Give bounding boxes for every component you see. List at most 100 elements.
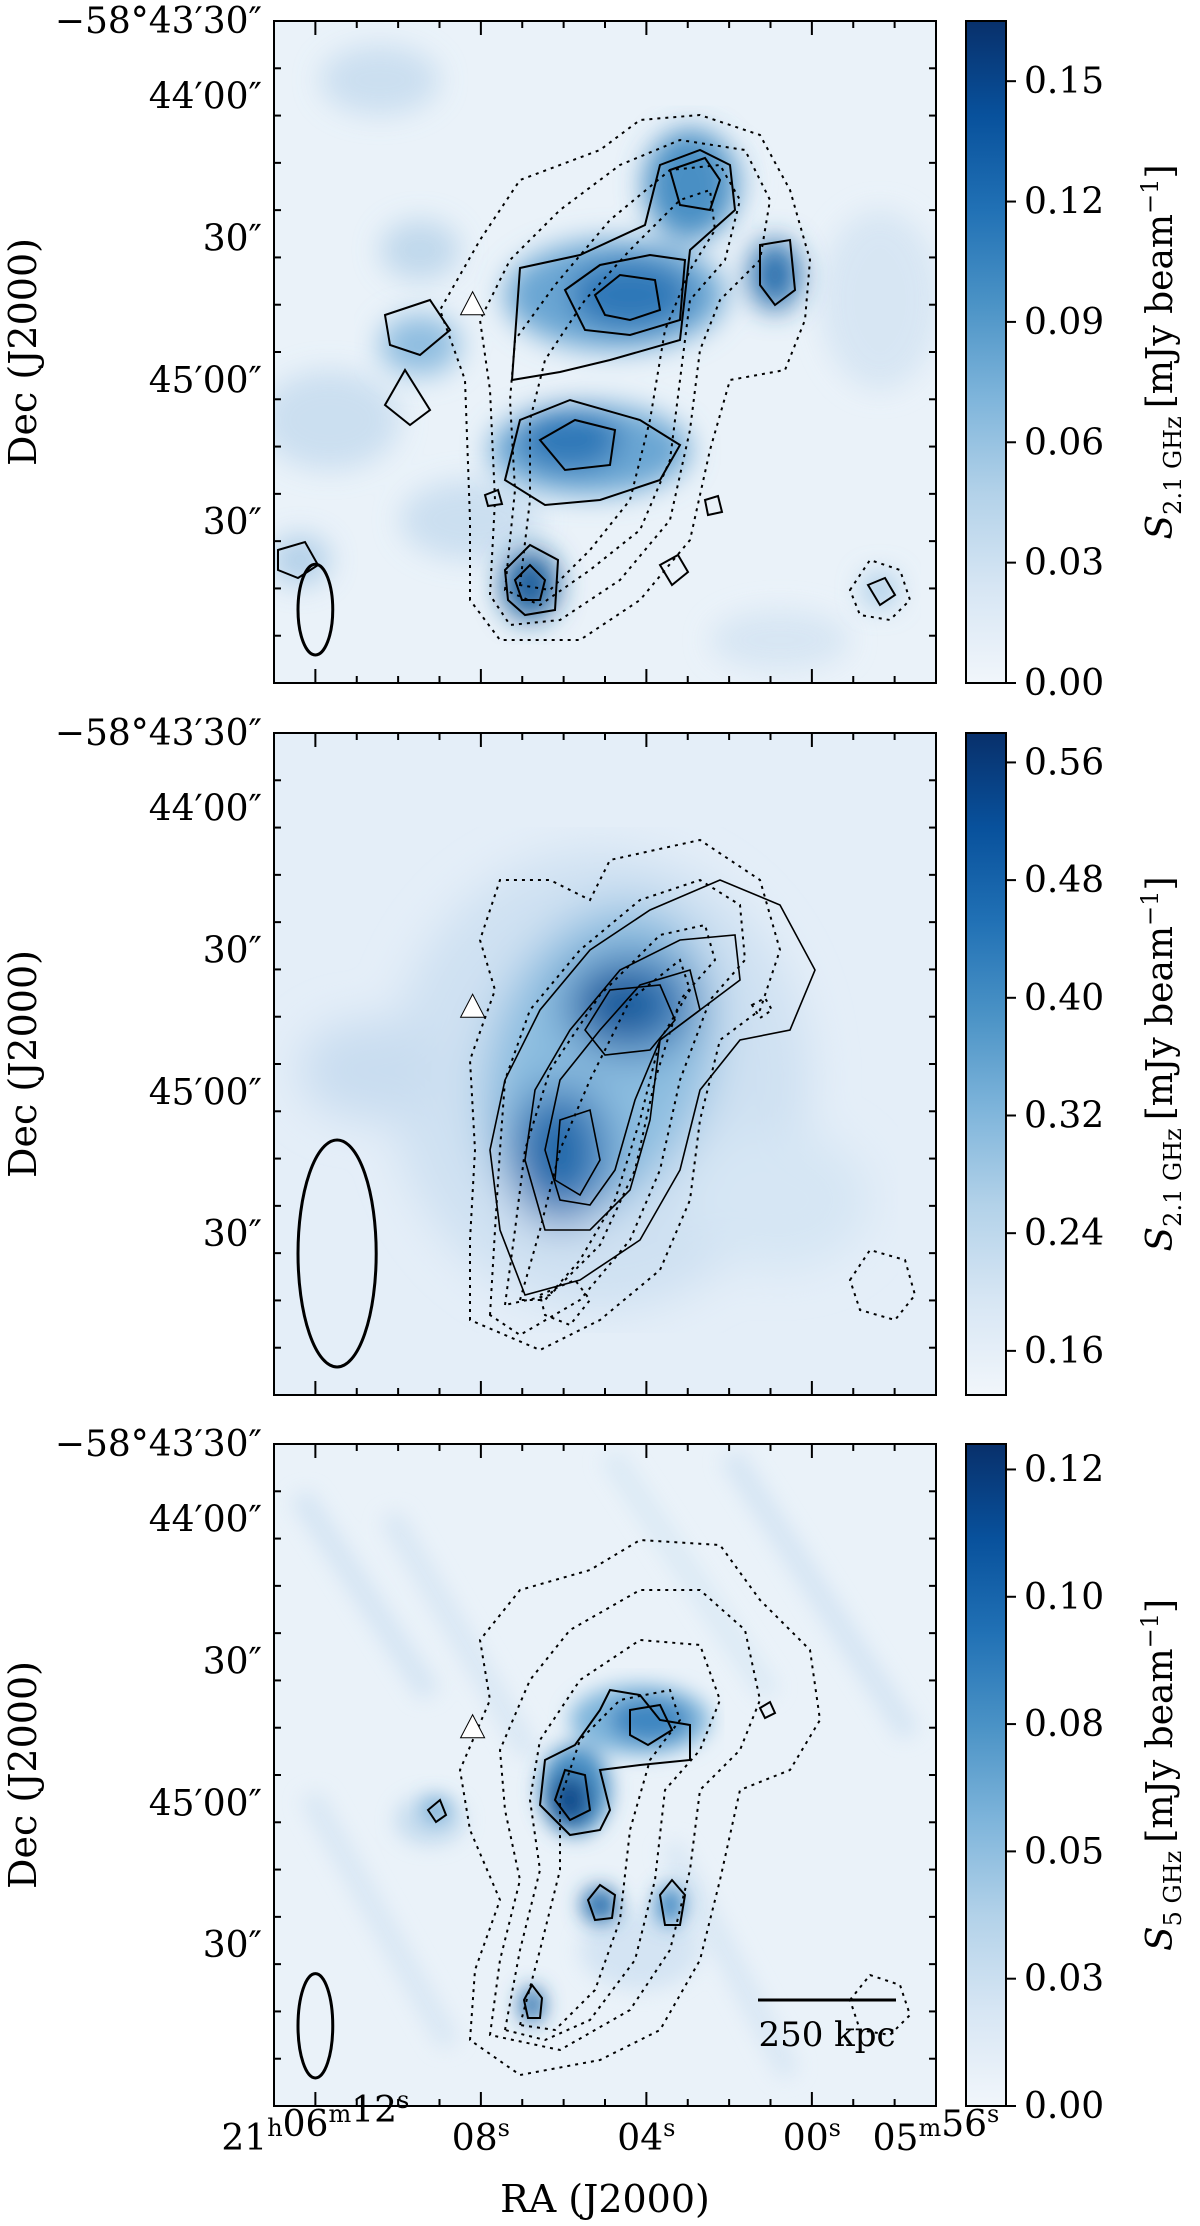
noise-streak <box>290 1490 440 1700</box>
colorbar-2-label: S2.1 GHz [mJy beam−1] <box>1136 877 1187 1252</box>
ra-label-value: 21 <box>221 2118 267 2159</box>
dec-tick-label: 45′00″ <box>149 1783 262 1824</box>
colorbar-label-sub: 5 GHz <box>1159 1851 1187 1927</box>
colorbar-3-label: S5 GHz [mJy beam−1] <box>1136 1599 1187 1951</box>
contour-solid <box>553 1768 592 1822</box>
dec-tick-label: 30″ <box>203 219 262 260</box>
noise-streak <box>660 1840 800 2080</box>
colorbar-3-ticks: 0.00 0.03 0.05 0.08 0.10 0.12 <box>1006 1449 1104 2127</box>
emission-blob <box>380 315 460 375</box>
ra-label-unit: s <box>498 2114 510 2142</box>
colorbar-1-label: S2.1 GHz [mJy beam−1] <box>1136 165 1187 540</box>
colorbar-label-unit: [mJy beam <box>1140 1648 1181 1842</box>
contour-solid <box>483 488 504 508</box>
contour-dotted <box>848 1248 917 1322</box>
radio-core-marker <box>459 1713 486 1739</box>
colorbar-3-gradient <box>965 1443 1007 2107</box>
colorbar-tick-label: 0.56 <box>1024 742 1104 783</box>
colorbar-label-close: ] <box>1140 877 1181 891</box>
ra-tick-label: 04s <box>617 2114 675 2159</box>
contour-solid <box>658 553 690 587</box>
contour-solid <box>866 576 897 607</box>
contour-solid <box>503 543 560 617</box>
panel-1-ticks <box>273 20 937 684</box>
colorbar-tick-label: 0.10 <box>1024 1577 1104 1618</box>
colorbar-tick-label: 0.48 <box>1024 860 1104 901</box>
emission-blob <box>645 130 735 240</box>
contour-solid <box>554 1108 601 1197</box>
panel-2-colorbar: 0.16 0.24 0.32 0.40 0.48 0.56 S2.1 GHz [mJy be… <box>965 732 1187 1396</box>
contour-dotted <box>478 138 772 627</box>
x-axis-title: RA (J2000) <box>500 2177 710 2221</box>
contour-solid <box>544 968 701 1206</box>
panel-3-contours-dotted <box>458 1538 912 2077</box>
panel-3-dec-labels: −58°43′30″ 44′00″ 30″ 45′00″ 30″ <box>55 1424 262 1966</box>
contour-solid <box>522 1983 544 2019</box>
emission-blob <box>570 260 690 330</box>
contour-solid <box>759 238 797 307</box>
ra-label-value: 00 <box>783 2118 829 2159</box>
colorbar-tick-label: 0.12 <box>1024 182 1104 223</box>
panel-1: −58°43′30″ 44′00″ 30″ 45′00″ 30″ Dec (J2000)… <box>1 1 1187 704</box>
colorbar-tick-label: 0.15 <box>1024 61 1104 102</box>
contour-solid <box>383 298 452 357</box>
dec-tick-label: −58°43′30″ <box>55 1424 262 1465</box>
colorbar-label-var: S <box>1140 1926 1181 1951</box>
contour-dotted <box>750 996 774 1020</box>
contour-solid <box>503 398 682 507</box>
colorbar-2-gradient <box>965 732 1007 1396</box>
contour-solid <box>658 1878 687 1926</box>
panel-2: −58°43′30″ 44′00″ 30″ 45′00″ 30″ Dec (J2000)… <box>1 713 1187 1396</box>
colorbar-tick-label: 0.08 <box>1024 1704 1104 1745</box>
dec-tick-label: 30″ <box>203 1214 262 1255</box>
ra-tick-label: 08s <box>452 2114 510 2159</box>
dec-tick-label: −58°43′30″ <box>55 1 262 42</box>
ra-label-unit: s <box>663 2114 675 2142</box>
contour-dotted <box>518 1688 682 2032</box>
contour-dotted <box>518 958 692 1301</box>
contour-solid <box>524 934 741 1231</box>
colorbar-tick-label: 0.00 <box>1024 2086 1104 2127</box>
contour-dotted <box>503 163 742 607</box>
panel-3-noise <box>290 1450 920 2080</box>
colorbar-tick-label: 0.00 <box>1024 663 1104 704</box>
emission-blob <box>656 1885 684 1925</box>
contour-solid <box>426 1798 448 1824</box>
panel-2-contours-solid <box>489 879 816 1296</box>
panel-1-colorbar: 0.00 0.03 0.06 0.09 0.12 0.15 S2.1 GHz [mJy be… <box>965 20 1187 704</box>
colorbar-1-gradient <box>965 20 1007 684</box>
contour-dotted <box>848 1973 912 2037</box>
contour-solid <box>538 1688 691 1837</box>
colorbar-tick-label: 0.03 <box>1024 1959 1104 2000</box>
contour-dotted <box>503 923 717 1307</box>
colorbar-label-exp: −1 <box>1136 1613 1164 1648</box>
panel-1-emission <box>380 130 895 620</box>
colorbar-label-var: S <box>1140 515 1181 540</box>
noise-streak <box>720 1450 920 1740</box>
colorbar-label-var: S <box>1140 1227 1181 1252</box>
noise-streak <box>380 1510 540 1760</box>
colorbar-label-unit: [mJy beam <box>1140 926 1181 1120</box>
colorbar-tick-label: 0.09 <box>1024 302 1104 343</box>
panel-1-ylabel: Dec (J2000) <box>1 238 45 466</box>
ra-label-unit: m <box>918 2114 941 2142</box>
ra-tick-label: 00s <box>783 2114 841 2159</box>
ra-label-value: 06 <box>283 2104 329 2145</box>
contour-dotted <box>488 878 747 1337</box>
panel-3: 250 kpc −58°43′30″ 44′00″ 30″ 45′00″ 30″ 21h… <box>1 1424 1187 2221</box>
emission-blob <box>610 1698 690 1742</box>
colorbar-tick-label: 0.12 <box>1024 1449 1104 1490</box>
colorbar-label-sub: 2.1 GHz <box>1159 1128 1187 1227</box>
panel-3-image <box>290 1450 920 2080</box>
contour-solid <box>586 1883 617 1922</box>
contour-solid <box>383 368 432 427</box>
dec-tick-label: 44′00″ <box>149 789 262 830</box>
panel-3-ylabel: Dec (J2000) <box>1 1661 45 1889</box>
contour-solid <box>703 494 724 517</box>
ra-tick-label: 21h06m12s <box>221 2086 409 2159</box>
contour-dotted <box>518 188 717 592</box>
dec-tick-label: 30″ <box>203 931 262 972</box>
beam-ellipse <box>296 1138 378 1369</box>
